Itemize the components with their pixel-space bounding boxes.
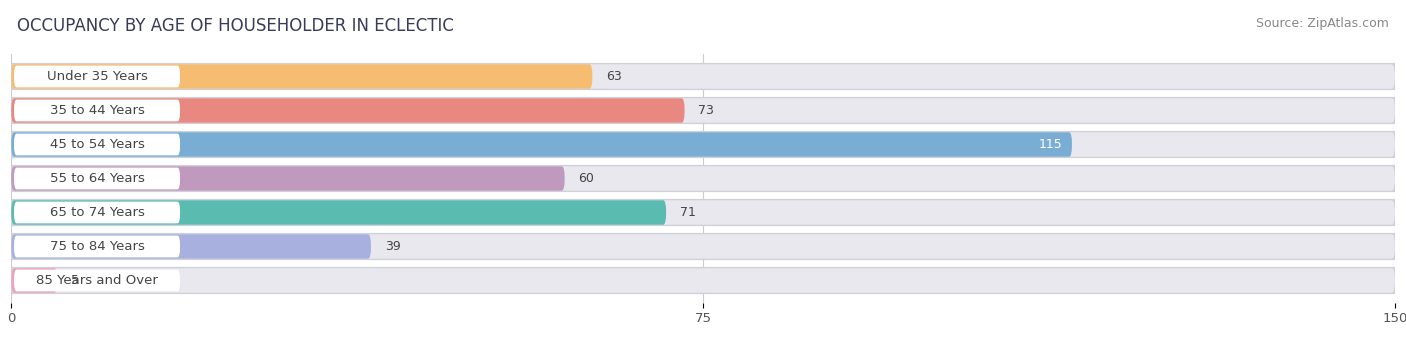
Text: 5: 5 <box>72 274 79 287</box>
Text: 73: 73 <box>699 104 714 117</box>
Text: 35 to 44 Years: 35 to 44 Years <box>49 104 145 117</box>
FancyBboxPatch shape <box>14 270 180 291</box>
FancyBboxPatch shape <box>14 202 180 223</box>
FancyBboxPatch shape <box>8 199 1398 226</box>
FancyBboxPatch shape <box>14 236 180 257</box>
FancyBboxPatch shape <box>11 98 685 123</box>
Text: 39: 39 <box>385 240 401 253</box>
Text: 75 to 84 Years: 75 to 84 Years <box>49 240 145 253</box>
FancyBboxPatch shape <box>11 200 1395 225</box>
FancyBboxPatch shape <box>11 234 1395 259</box>
FancyBboxPatch shape <box>8 97 1398 124</box>
FancyBboxPatch shape <box>11 166 565 191</box>
FancyBboxPatch shape <box>14 134 180 155</box>
FancyBboxPatch shape <box>8 63 1398 90</box>
FancyBboxPatch shape <box>11 268 1395 293</box>
FancyBboxPatch shape <box>11 98 1395 123</box>
Text: Under 35 Years: Under 35 Years <box>46 70 148 83</box>
FancyBboxPatch shape <box>8 233 1398 260</box>
FancyBboxPatch shape <box>11 200 666 225</box>
Text: 65 to 74 Years: 65 to 74 Years <box>49 206 145 219</box>
FancyBboxPatch shape <box>11 132 1395 157</box>
FancyBboxPatch shape <box>8 267 1398 294</box>
Text: 60: 60 <box>578 172 595 185</box>
Text: 71: 71 <box>681 206 696 219</box>
Text: 115: 115 <box>1039 138 1063 151</box>
FancyBboxPatch shape <box>11 64 592 89</box>
FancyBboxPatch shape <box>11 132 1071 157</box>
Text: 45 to 54 Years: 45 to 54 Years <box>49 138 145 151</box>
Text: 85 Years and Over: 85 Years and Over <box>37 274 157 287</box>
FancyBboxPatch shape <box>11 64 1395 89</box>
FancyBboxPatch shape <box>14 100 180 121</box>
Text: OCCUPANCY BY AGE OF HOUSEHOLDER IN ECLECTIC: OCCUPANCY BY AGE OF HOUSEHOLDER IN ECLEC… <box>17 17 454 35</box>
FancyBboxPatch shape <box>14 66 180 87</box>
FancyBboxPatch shape <box>14 168 180 189</box>
FancyBboxPatch shape <box>11 268 58 293</box>
FancyBboxPatch shape <box>11 166 1395 191</box>
FancyBboxPatch shape <box>8 131 1398 158</box>
Text: 55 to 64 Years: 55 to 64 Years <box>49 172 145 185</box>
FancyBboxPatch shape <box>8 165 1398 192</box>
Text: Source: ZipAtlas.com: Source: ZipAtlas.com <box>1256 17 1389 30</box>
FancyBboxPatch shape <box>11 234 371 259</box>
Text: 63: 63 <box>606 70 621 83</box>
